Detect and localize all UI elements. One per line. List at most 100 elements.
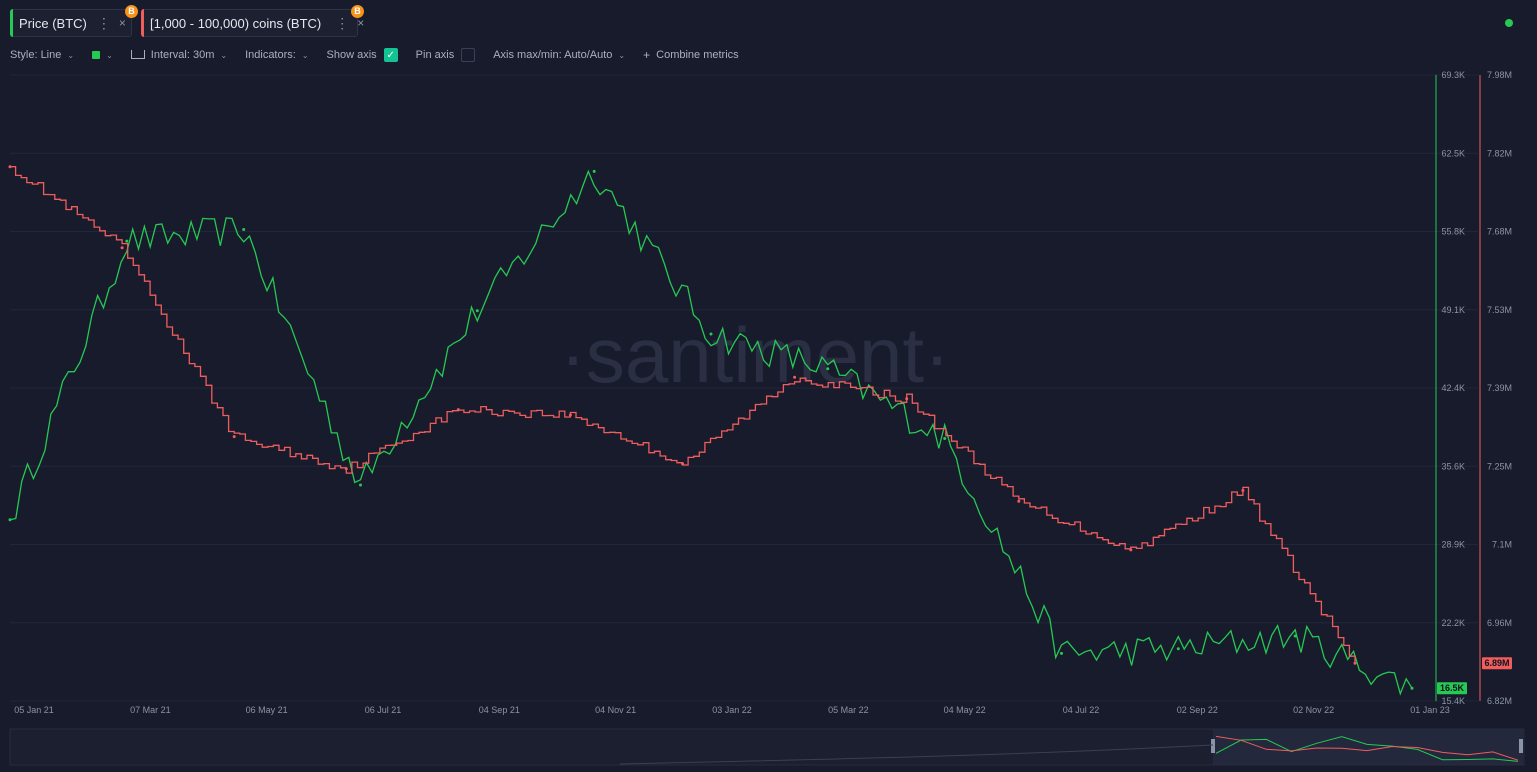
chevron-down-icon: ⌄ [618, 50, 626, 60]
x-tick-label: 04 Jul 22 [1063, 705, 1100, 715]
data-point [1241, 489, 1245, 492]
watermark: ·santiment· [560, 311, 950, 399]
chevron-down-icon: ⌄ [106, 50, 113, 60]
navigator-series-line [1215, 735, 1519, 761]
chevron-down-icon: ⌄ [220, 50, 228, 60]
tab-price-btc[interactable]: Price (BTC) ⋮ × B [10, 5, 138, 37]
last-value-badge [1482, 657, 1512, 670]
data-point [905, 397, 909, 401]
data-point [1017, 499, 1021, 503]
data-point [1129, 548, 1133, 552]
plus-icon: + [643, 48, 651, 62]
chevron-down-icon: ⌄ [67, 50, 75, 60]
y-right-tick-label: 6.96M [1487, 618, 1512, 628]
bitcoin-icon: B [351, 5, 364, 18]
vertical-dots-icon[interactable]: ⋮ [96, 14, 111, 31]
x-tick-label: 07 Mar 21 [130, 705, 171, 715]
status-dot-icon [1505, 19, 1513, 27]
y-left-tick-label: 55.8K [1441, 227, 1465, 237]
pin-axis-toggle[interactable]: Pin axis [416, 48, 476, 62]
y-left-tick-label: 35.6K [1441, 461, 1465, 471]
grid-lines [10, 74, 1478, 702]
data-point [1293, 634, 1297, 638]
style-label: Style: Line [10, 49, 62, 61]
style-dropdown[interactable]: Style: Line ⌄ [10, 49, 74, 61]
vertical-dots-icon[interactable]: ⋮ [335, 14, 349, 31]
y-right-tick-label: 7.25M [1487, 461, 1512, 471]
x-tick-label: 02 Nov 22 [1293, 705, 1334, 715]
data-point [826, 367, 830, 371]
data-point [475, 309, 479, 313]
color-picker[interactable]: ⌄ [92, 51, 113, 60]
data-point [1410, 686, 1414, 690]
last-value-label: 16.5K [1440, 683, 1465, 693]
close-icon[interactable]: × [357, 16, 365, 30]
ruler-icon [130, 49, 145, 59]
y-left-tick-label: 62.5K [1441, 148, 1465, 158]
axes: 69.3K 7.98M 62.5K 7.82M 55.8K 7.68M 49.1K 7.53M… [14, 70, 1512, 715]
combine-metrics-label: Combine metrics [656, 49, 739, 61]
x-tick-label: 05 Jan 21 [14, 705, 54, 715]
tab-label: [1,000 - 100,000) coins (BTC) [150, 15, 322, 31]
data-point [120, 246, 124, 250]
show-axis-toggle[interactable]: Show axis ✓ [327, 48, 398, 62]
series-lines [8, 165, 1414, 696]
chevron-down-icon: ⌄ [301, 50, 309, 60]
axis-maxmin-label: Axis max/min: Auto/Auto [493, 49, 613, 61]
y-right-tick-label: 7.39M [1487, 383, 1512, 393]
x-tick-label: 05 Mar 22 [828, 705, 869, 715]
tab-color-stripe [10, 9, 13, 37]
series-line-coins [10, 166, 1356, 664]
pin-axis-label: Pin axis [415, 49, 455, 61]
data-point [592, 169, 596, 173]
data-point [943, 437, 947, 440]
series-line-price [9, 169, 1413, 696]
navigator [9, 728, 1525, 766]
data-point [456, 408, 460, 412]
y-right-tick-label: 7.68M [1487, 227, 1512, 237]
navigator-handle-right[interactable] [1519, 739, 1523, 753]
y-right-tick-label: 7.82M [1487, 148, 1512, 158]
interval-dropdown[interactable]: Interval: 30m ⌄ [130, 49, 228, 61]
data-point [793, 375, 797, 379]
navigator-handle-left[interactable] [1211, 739, 1215, 753]
y-left-tick-label: 28.9K [1441, 540, 1465, 550]
y-left-tick-label: 69.3K [1441, 70, 1465, 80]
tab-label: Price (BTC) [19, 15, 87, 31]
interval-label: Interval: 30m [150, 49, 215, 61]
data-point [709, 332, 713, 336]
y-left-tick-label: 22.2K [1441, 618, 1465, 628]
data-point [568, 413, 572, 417]
indicators-label: Indicators: [245, 49, 296, 61]
tab-coins-range[interactable]: [1,000 - 100,000) coins (BTC) ⋮ × B [141, 5, 364, 37]
y-right-tick-label: 6.82M [1487, 696, 1512, 706]
y-left-tick-label: 42.4K [1441, 383, 1465, 393]
color-swatch [92, 51, 101, 59]
x-tick-label: 04 Sep 21 [479, 705, 520, 715]
x-tick-label: 01 Jan 23 [1410, 705, 1450, 715]
x-tick-label: 03 Jan 22 [712, 705, 752, 715]
x-tick-label: 04 Nov 21 [595, 705, 636, 715]
y-right-tick-label: 7.1M [1492, 540, 1512, 550]
data-point [344, 467, 348, 471]
last-value-label: 6.89M [1484, 658, 1509, 668]
y-left-tick-label: 49.1K [1441, 305, 1465, 315]
x-tick-label: 02 Sep 22 [1177, 705, 1218, 715]
axis-maxmin-dropdown[interactable]: Axis max/min: Auto/Auto ⌄ [493, 49, 625, 61]
data-point [1353, 661, 1357, 665]
combine-metrics-button[interactable]: + Combine metrics [643, 48, 739, 62]
y-right-tick-label: 7.53M [1487, 305, 1512, 315]
show-axis-label: Show axis [326, 49, 377, 61]
x-tick-label: 06 Jul 21 [365, 705, 402, 715]
y-right-tick-label: 7.98M [1487, 70, 1512, 80]
navigator-history-line [619, 744, 1214, 765]
data-point [8, 518, 12, 522]
checkbox-unchecked-icon[interactable] [461, 48, 476, 62]
checkbox-checked-icon[interactable]: ✓ [383, 48, 398, 62]
navigator-series-line [1215, 736, 1519, 762]
indicators-dropdown[interactable]: Indicators: ⌄ [245, 49, 308, 61]
close-icon[interactable]: × [118, 16, 126, 30]
data-point [125, 239, 129, 243]
x-tick-label: 06 May 21 [246, 705, 288, 715]
